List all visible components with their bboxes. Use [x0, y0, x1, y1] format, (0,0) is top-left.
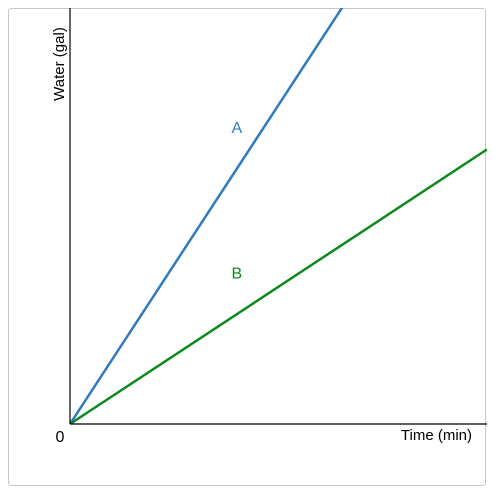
- x-axis-label: Time (min): [401, 427, 472, 444]
- series-line-b: [70, 148, 487, 424]
- origin-label: 0: [56, 429, 65, 446]
- series-line-a: [70, 8, 344, 424]
- chart-frame: [8, 8, 486, 486]
- series-label-b: B: [231, 265, 242, 282]
- y-axis-label: Water (gal): [51, 27, 68, 101]
- series-label-a: A: [231, 120, 242, 137]
